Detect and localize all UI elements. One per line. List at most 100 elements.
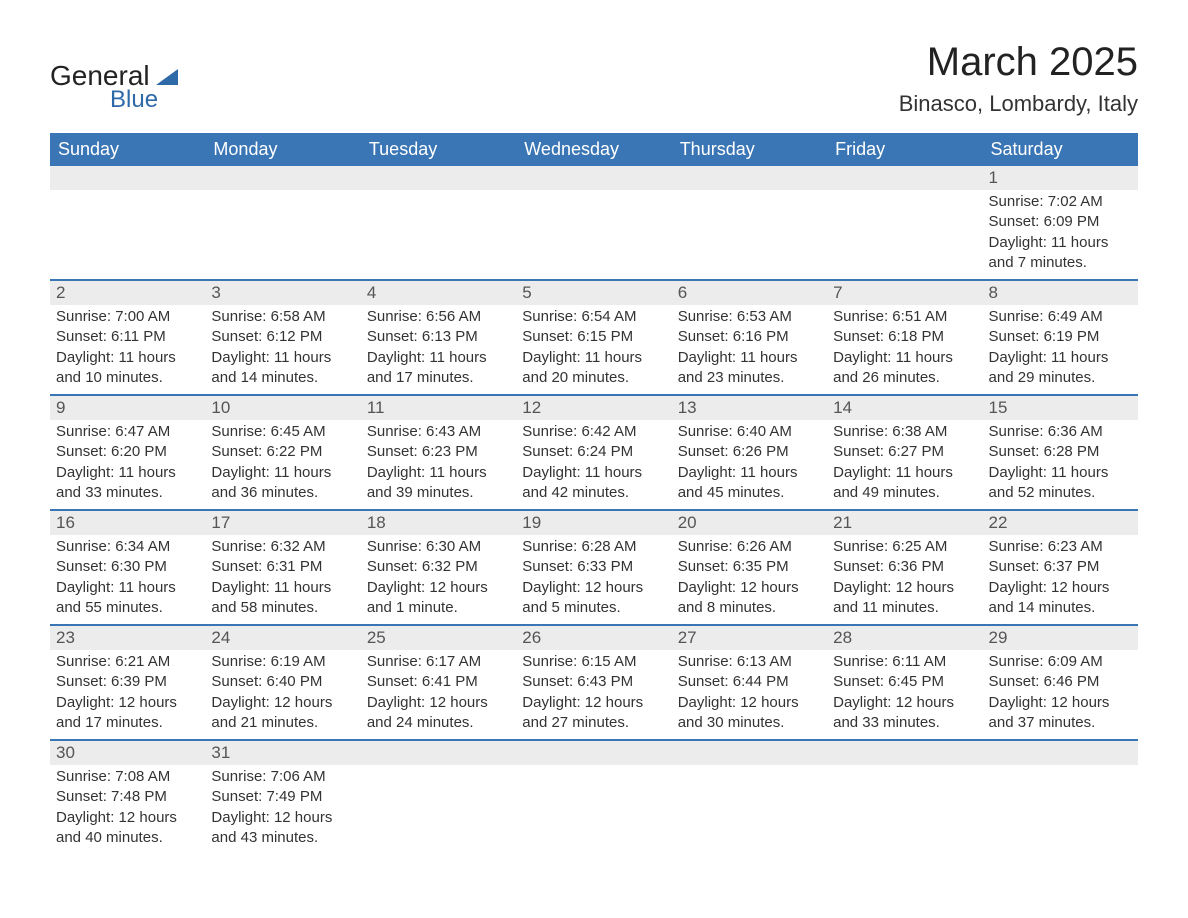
calendar-cell: 29Sunrise: 6:09 AMSunset: 6:46 PMDayligh…	[983, 625, 1138, 740]
day-number: 19	[516, 511, 671, 535]
daylight-text: Daylight: 11 hours and 45 minutes.	[678, 463, 821, 504]
calendar-cell: 31Sunrise: 7:06 AMSunset: 7:49 PMDayligh…	[205, 740, 360, 854]
calendar-body: 1Sunrise: 7:02 AMSunset: 6:09 PMDaylight…	[50, 166, 1138, 854]
calendar-cell: 1Sunrise: 7:02 AMSunset: 6:09 PMDaylight…	[983, 166, 1138, 280]
calendar-cell	[516, 166, 671, 280]
daylight-text: Daylight: 12 hours and 24 minutes.	[367, 693, 510, 734]
calendar-cell	[205, 166, 360, 280]
day-details: Sunrise: 7:00 AMSunset: 6:11 PMDaylight:…	[50, 305, 205, 394]
day-number	[516, 166, 671, 190]
logo-triangle-icon	[156, 69, 178, 85]
calendar-cell: 19Sunrise: 6:28 AMSunset: 6:33 PMDayligh…	[516, 510, 671, 625]
day-number: 15	[983, 396, 1138, 420]
calendar-cell: 23Sunrise: 6:21 AMSunset: 6:39 PMDayligh…	[50, 625, 205, 740]
day-number: 24	[205, 626, 360, 650]
calendar-cell: 11Sunrise: 6:43 AMSunset: 6:23 PMDayligh…	[361, 395, 516, 510]
sunset-text: Sunset: 6:44 PM	[678, 672, 821, 692]
day-details: Sunrise: 6:11 AMSunset: 6:45 PMDaylight:…	[827, 650, 982, 739]
day-details	[361, 190, 516, 198]
day-details: Sunrise: 6:28 AMSunset: 6:33 PMDaylight:…	[516, 535, 671, 624]
calendar-cell: 18Sunrise: 6:30 AMSunset: 6:32 PMDayligh…	[361, 510, 516, 625]
sunrise-text: Sunrise: 6:17 AM	[367, 652, 510, 672]
month-title: March 2025	[899, 40, 1138, 85]
calendar-cell: 5Sunrise: 6:54 AMSunset: 6:15 PMDaylight…	[516, 280, 671, 395]
day-details: Sunrise: 6:09 AMSunset: 6:46 PMDaylight:…	[983, 650, 1138, 739]
daylight-text: Daylight: 12 hours and 8 minutes.	[678, 578, 821, 619]
daylight-text: Daylight: 11 hours and 23 minutes.	[678, 348, 821, 389]
calendar-cell: 28Sunrise: 6:11 AMSunset: 6:45 PMDayligh…	[827, 625, 982, 740]
day-number: 9	[50, 396, 205, 420]
daylight-text: Daylight: 11 hours and 36 minutes.	[211, 463, 354, 504]
calendar-cell: 3Sunrise: 6:58 AMSunset: 6:12 PMDaylight…	[205, 280, 360, 395]
calendar-cell: 30Sunrise: 7:08 AMSunset: 7:48 PMDayligh…	[50, 740, 205, 854]
calendar-cell	[827, 740, 982, 854]
daylight-text: Daylight: 12 hours and 30 minutes.	[678, 693, 821, 734]
sunrise-text: Sunrise: 6:25 AM	[833, 537, 976, 557]
sunrise-text: Sunrise: 7:02 AM	[989, 192, 1132, 212]
daylight-text: Daylight: 11 hours and 7 minutes.	[989, 233, 1132, 274]
daylight-text: Daylight: 12 hours and 40 minutes.	[56, 808, 199, 849]
day-number	[827, 741, 982, 765]
sunset-text: Sunset: 6:35 PM	[678, 557, 821, 577]
weekday-header: Monday	[205, 133, 360, 166]
day-number: 20	[672, 511, 827, 535]
daylight-text: Daylight: 11 hours and 49 minutes.	[833, 463, 976, 504]
sunset-text: Sunset: 6:11 PM	[56, 327, 199, 347]
day-details: Sunrise: 6:49 AMSunset: 6:19 PMDaylight:…	[983, 305, 1138, 394]
sunset-text: Sunset: 6:36 PM	[833, 557, 976, 577]
day-details: Sunrise: 6:51 AMSunset: 6:18 PMDaylight:…	[827, 305, 982, 394]
sunrise-text: Sunrise: 6:58 AM	[211, 307, 354, 327]
day-number: 4	[361, 281, 516, 305]
daylight-text: Daylight: 12 hours and 5 minutes.	[522, 578, 665, 619]
day-details: Sunrise: 6:53 AMSunset: 6:16 PMDaylight:…	[672, 305, 827, 394]
weekday-header: Friday	[827, 133, 982, 166]
day-number	[672, 741, 827, 765]
day-number: 28	[827, 626, 982, 650]
sunrise-text: Sunrise: 6:21 AM	[56, 652, 199, 672]
calendar-cell: 12Sunrise: 6:42 AMSunset: 6:24 PMDayligh…	[516, 395, 671, 510]
daylight-text: Daylight: 11 hours and 10 minutes.	[56, 348, 199, 389]
day-number: 23	[50, 626, 205, 650]
calendar-cell	[516, 740, 671, 854]
day-details: Sunrise: 6:36 AMSunset: 6:28 PMDaylight:…	[983, 420, 1138, 509]
day-number: 12	[516, 396, 671, 420]
sunrise-text: Sunrise: 7:00 AM	[56, 307, 199, 327]
sunset-text: Sunset: 7:48 PM	[56, 787, 199, 807]
sunrise-text: Sunrise: 6:19 AM	[211, 652, 354, 672]
day-details	[516, 190, 671, 198]
sunset-text: Sunset: 6:40 PM	[211, 672, 354, 692]
sunrise-text: Sunrise: 7:06 AM	[211, 767, 354, 787]
sunrise-text: Sunrise: 6:23 AM	[989, 537, 1132, 557]
day-number: 17	[205, 511, 360, 535]
calendar-cell: 7Sunrise: 6:51 AMSunset: 6:18 PMDaylight…	[827, 280, 982, 395]
calendar-cell	[672, 740, 827, 854]
sunrise-text: Sunrise: 6:30 AM	[367, 537, 510, 557]
day-number: 26	[516, 626, 671, 650]
sunset-text: Sunset: 6:32 PM	[367, 557, 510, 577]
sunset-text: Sunset: 6:16 PM	[678, 327, 821, 347]
day-number	[50, 166, 205, 190]
day-details: Sunrise: 6:32 AMSunset: 6:31 PMDaylight:…	[205, 535, 360, 624]
weekday-header: Saturday	[983, 133, 1138, 166]
day-number: 8	[983, 281, 1138, 305]
day-number	[827, 166, 982, 190]
sunrise-text: Sunrise: 6:15 AM	[522, 652, 665, 672]
sunrise-text: Sunrise: 6:43 AM	[367, 422, 510, 442]
sunset-text: Sunset: 6:19 PM	[989, 327, 1132, 347]
daylight-text: Daylight: 11 hours and 33 minutes.	[56, 463, 199, 504]
daylight-text: Daylight: 12 hours and 14 minutes.	[989, 578, 1132, 619]
daylight-text: Daylight: 11 hours and 42 minutes.	[522, 463, 665, 504]
day-details: Sunrise: 6:17 AMSunset: 6:41 PMDaylight:…	[361, 650, 516, 739]
daylight-text: Daylight: 11 hours and 29 minutes.	[989, 348, 1132, 389]
calendar-cell	[361, 166, 516, 280]
day-number: 11	[361, 396, 516, 420]
weekday-header: Sunday	[50, 133, 205, 166]
day-details: Sunrise: 7:08 AMSunset: 7:48 PMDaylight:…	[50, 765, 205, 854]
day-details: Sunrise: 7:06 AMSunset: 7:49 PMDaylight:…	[205, 765, 360, 854]
day-number: 7	[827, 281, 982, 305]
calendar-cell: 14Sunrise: 6:38 AMSunset: 6:27 PMDayligh…	[827, 395, 982, 510]
day-number: 18	[361, 511, 516, 535]
day-number: 25	[361, 626, 516, 650]
sunrise-text: Sunrise: 6:56 AM	[367, 307, 510, 327]
sunset-text: Sunset: 6:27 PM	[833, 442, 976, 462]
